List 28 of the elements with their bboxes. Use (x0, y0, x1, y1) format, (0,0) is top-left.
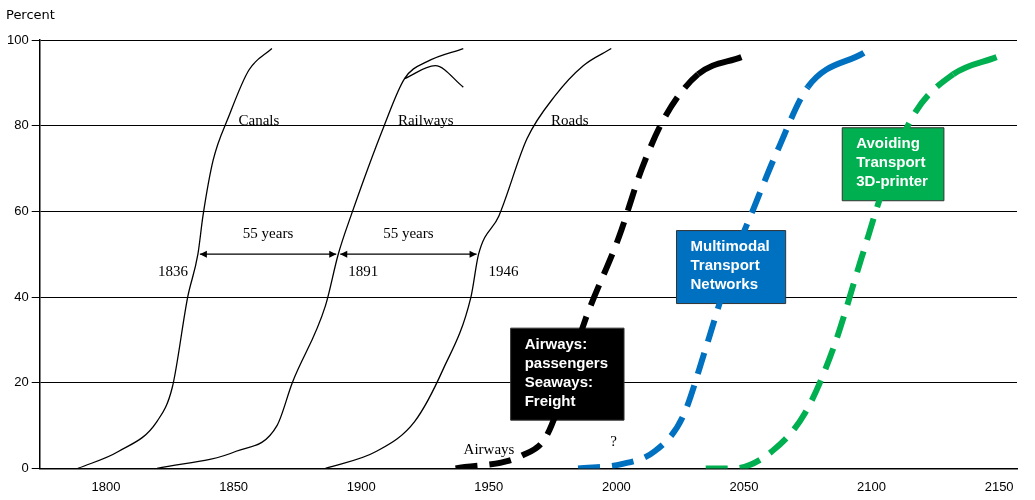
x-tick-label: 2100 (857, 478, 887, 494)
annotation: ? (610, 433, 618, 450)
series-label: Avoiding Transport 3D-printer (856, 134, 929, 190)
series-label: Airways: passengers Seaways: Freight (524, 334, 609, 409)
series-label: Railways (397, 112, 454, 129)
x-tick-label: 1950 (474, 478, 504, 494)
series-label: Multimodal Transport Networks (690, 237, 770, 293)
y-tick-label: 100 (6, 31, 29, 47)
y-tick-label: 60 (14, 202, 29, 218)
series-label: Roads (551, 112, 589, 129)
x-tick-label: 2000 (601, 478, 631, 494)
annotation: 55 years (383, 225, 434, 242)
series-label: Canals (238, 112, 280, 129)
x-tick-label: 1800 (91, 478, 121, 494)
y-axis-title: Percent (6, 6, 55, 22)
x-tick-label: 2050 (729, 478, 759, 494)
x-tick-label: 2150 (984, 478, 1014, 494)
y-tick-label: 0 (21, 459, 29, 475)
annotation: Airways (463, 441, 515, 458)
x-tick-label: 1850 (219, 478, 249, 494)
annotation: 1836 (157, 263, 189, 280)
annotation: 1891 (348, 263, 379, 280)
y-tick-label: 80 (14, 117, 29, 133)
y-tick-label: 40 (14, 288, 29, 304)
y-tick-label: 20 (14, 374, 29, 390)
annotation: 1946 (488, 263, 520, 280)
annotation: 55 years (242, 225, 294, 242)
x-tick-label: 1900 (346, 478, 376, 494)
